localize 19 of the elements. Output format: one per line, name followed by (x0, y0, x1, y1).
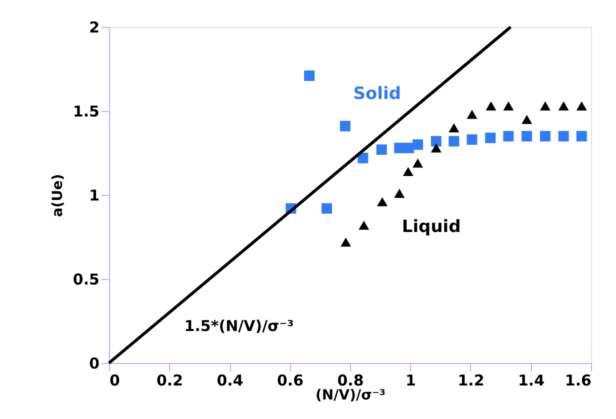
y-tick-label: 0.5 (72, 270, 100, 288)
x-tick-label: 1.4 (518, 372, 545, 390)
y-tick-label: 1 (89, 186, 100, 204)
x-tick-label: 1.2 (458, 372, 484, 390)
series-label: Liquid (402, 216, 461, 237)
y-axis-title: a(Ue) (50, 174, 66, 218)
x-tick-label: 0.6 (276, 372, 304, 390)
annotation: 1.5*(N/V)/σ⁻³ (184, 317, 294, 335)
y-tick-label: 2 (89, 18, 100, 36)
y-tick-label: 0 (89, 354, 100, 372)
x-tick-label: 0.8 (337, 372, 364, 390)
x-tick-label: 1.6 (564, 372, 592, 390)
series-label: Solid (353, 84, 401, 104)
x-tick-label: 0 (110, 372, 120, 390)
y-tick-label: 1.5 (72, 102, 100, 120)
x-tick-label: 1 (406, 372, 416, 390)
x-tick-label: 0.2 (156, 372, 184, 390)
x-tick-label: 0.4 (216, 372, 244, 390)
x-axis-title: (N/V)/σ⁻³ (316, 388, 386, 404)
